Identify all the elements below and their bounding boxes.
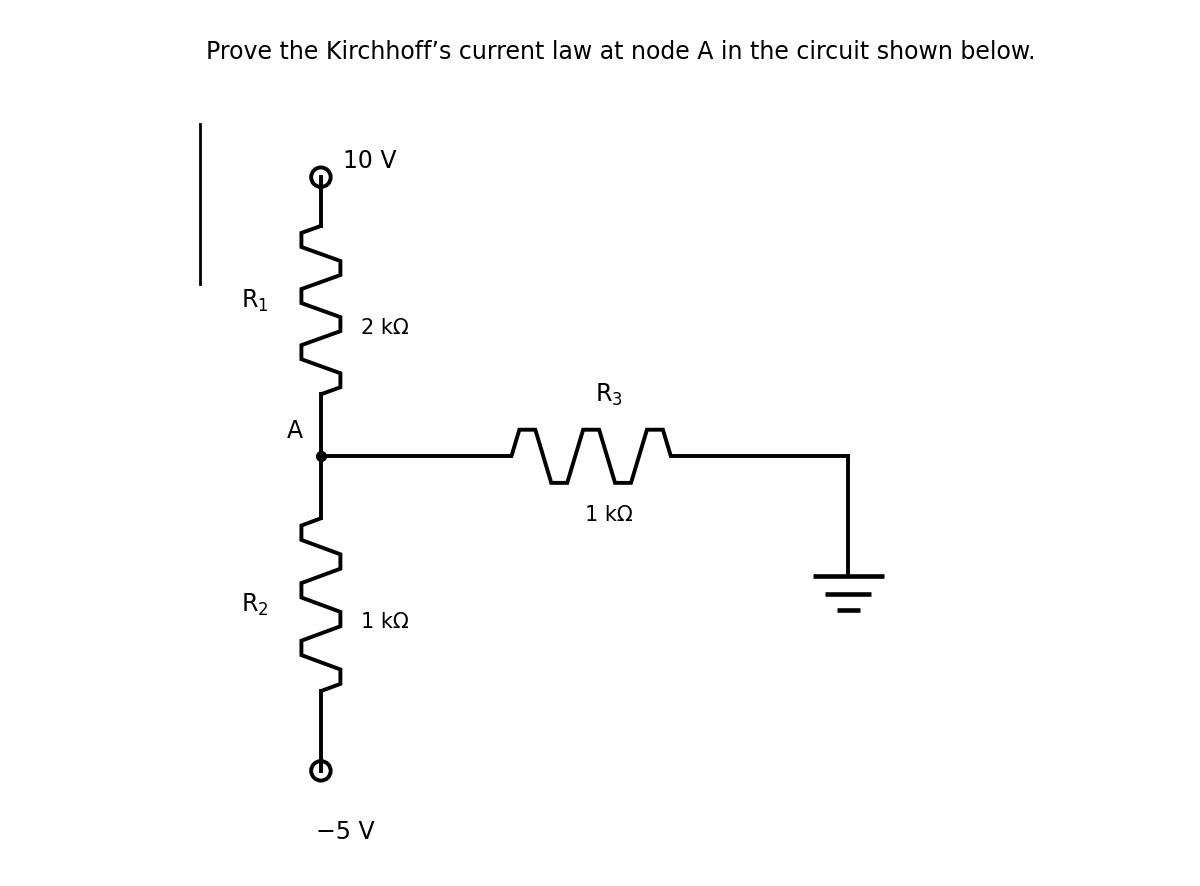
Text: 1 kΩ: 1 kΩ [584, 505, 632, 525]
Text: Prove the Kirchhoff’s current law at node A in the circuit shown below.: Prove the Kirchhoff’s current law at nod… [205, 40, 1036, 64]
Text: 2 kΩ: 2 kΩ [361, 318, 408, 338]
Text: 10 V: 10 V [343, 149, 396, 173]
Text: A: A [287, 419, 304, 443]
Text: −5 V: −5 V [317, 820, 376, 843]
Text: R$_3$: R$_3$ [595, 381, 623, 408]
Text: R$_1$: R$_1$ [241, 288, 269, 315]
Text: R$_2$: R$_2$ [241, 592, 269, 618]
Text: 1 kΩ: 1 kΩ [361, 612, 408, 633]
